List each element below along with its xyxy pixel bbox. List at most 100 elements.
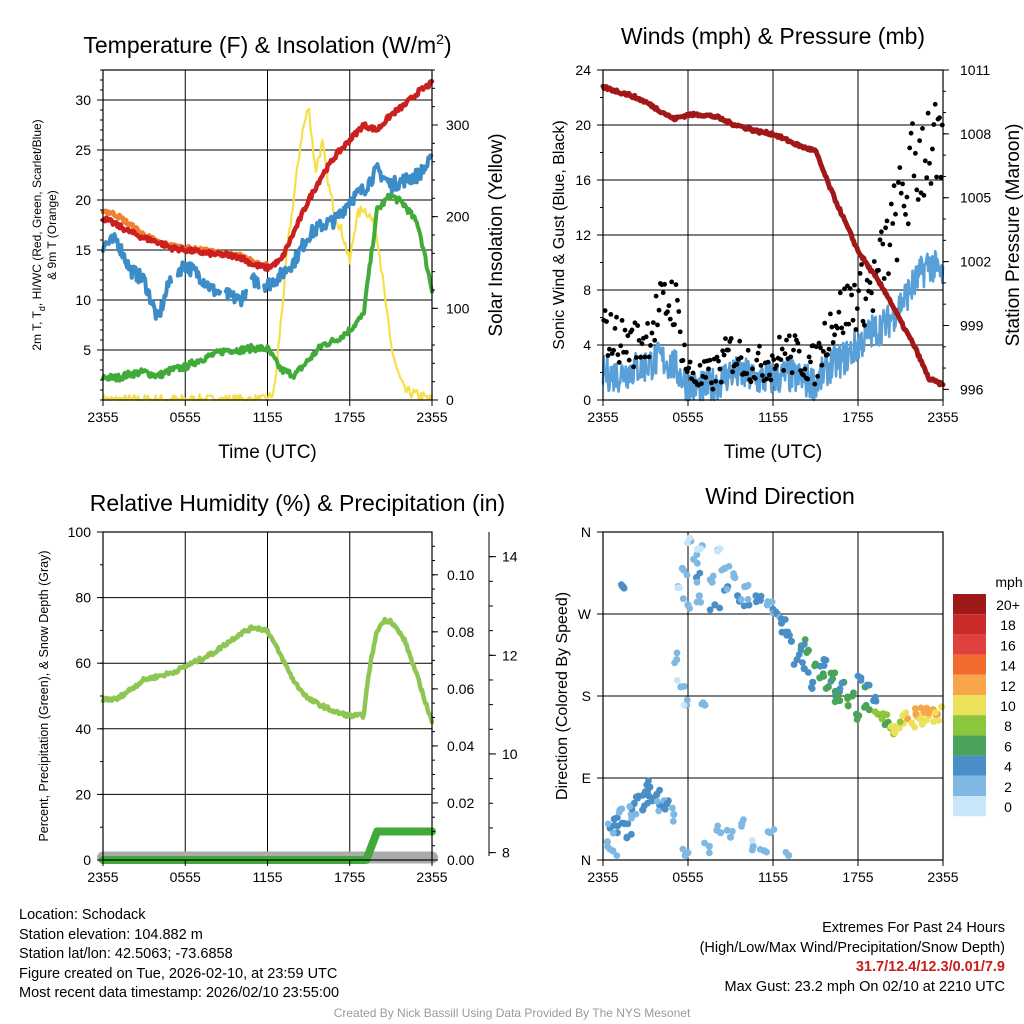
- gust-point: [884, 218, 890, 224]
- legend-label: 0: [1004, 799, 1012, 815]
- gust-point: [706, 366, 711, 372]
- gust-point: [881, 276, 887, 281]
- wind-chart-x-tick-label: 1755: [842, 409, 873, 425]
- direction-point: [714, 547, 721, 555]
- wind-chart-y-tick-label: 8: [583, 282, 591, 298]
- temp-chart-y-tick-label: 20: [75, 192, 91, 208]
- direction-point: [737, 596, 745, 603]
- gust-point: [876, 267, 881, 273]
- wind-chart-y-tick-label: 16: [575, 172, 591, 188]
- temp-chart-x-tick-label: 1155: [252, 409, 282, 425]
- gust-point: [820, 349, 826, 354]
- rh-chart-y2-tick-label: 0.10: [447, 567, 474, 583]
- gust-point: [760, 373, 765, 378]
- ylabel-subscript: d: [37, 306, 47, 311]
- direction-point: [778, 628, 786, 636]
- gust-point: [869, 290, 874, 296]
- gust-point: [839, 325, 845, 331]
- direction-point: [808, 685, 816, 692]
- gust-point: [932, 101, 938, 107]
- gust-point: [893, 211, 898, 217]
- station-info: Location: Schodack Station elevation: 10…: [19, 906, 339, 1004]
- gust-point: [680, 358, 686, 363]
- gust-point: [830, 340, 836, 345]
- gust-point: [931, 122, 937, 127]
- direction-point: [628, 830, 635, 838]
- rh-series: [100, 616, 435, 725]
- gust-point: [890, 221, 896, 226]
- direction-point: [748, 846, 756, 854]
- gust-point: [907, 145, 913, 151]
- gust-point: [917, 138, 922, 144]
- gust-point: [911, 173, 917, 179]
- legend-swatch: [953, 735, 986, 756]
- gust-point: [819, 362, 825, 368]
- direction-point: [655, 807, 663, 815]
- direction-point: [697, 598, 705, 606]
- gust-point: [908, 130, 914, 136]
- dewpoint-series: [101, 191, 434, 383]
- wind-chart-x-tick-label: 2355: [587, 409, 618, 425]
- gust-point: [801, 372, 806, 378]
- direction-point: [918, 721, 926, 728]
- ylabel-part: , HI/WC (Red, Green, Scarlet/Blue): [30, 119, 44, 306]
- direction-point: [725, 563, 733, 570]
- direction-point: [686, 534, 694, 542]
- direction-point: [861, 704, 868, 711]
- gust-point: [934, 174, 939, 180]
- dir-chart-y-tick-label: S: [582, 688, 591, 704]
- rh-chart-y-tick-label: 20: [75, 786, 91, 802]
- gust-point: [910, 121, 915, 126]
- gust-point: [616, 360, 622, 365]
- windchill-series: [223, 287, 248, 308]
- temp-chart-x-tick-label: 1755: [334, 409, 365, 425]
- direction-point: [713, 826, 721, 834]
- gust-point: [808, 359, 813, 365]
- wind-chart-xlabel: Time (UTC): [724, 442, 823, 463]
- credit-text: Created By Nick Bassill Using Data Provi…: [333, 1006, 691, 1020]
- gust-point: [748, 379, 754, 385]
- direction-point: [902, 709, 910, 717]
- elevation-text: Station elevation: 104.882 m: [19, 926, 203, 943]
- direction-point: [673, 676, 681, 684]
- pressure-series: [600, 83, 946, 388]
- gust-point: [635, 323, 641, 328]
- direction-point: [764, 828, 772, 836]
- gust-point: [826, 346, 832, 352]
- gust-point: [937, 115, 942, 121]
- gust-point: [642, 354, 648, 360]
- extremes-subheading: (High/Low/Max Wind/Precipitation/Snow De…: [699, 939, 1005, 956]
- dir-chart-title: Wind Direction: [705, 483, 855, 509]
- gust-point: [781, 368, 786, 373]
- direction-point: [683, 696, 691, 704]
- direction-point: [911, 705, 919, 713]
- gust-point: [667, 316, 673, 322]
- gust-point: [927, 160, 932, 166]
- gust-point: [887, 242, 893, 248]
- direction-point: [891, 727, 898, 735]
- legend-label: 2: [1004, 779, 1012, 795]
- temp-chart-y-tick-label: 15: [75, 242, 91, 258]
- direction-point: [931, 709, 939, 716]
- gust-point: [648, 343, 653, 348]
- temp-chart-y-tick-label: 10: [75, 292, 91, 308]
- direction-point: [781, 616, 789, 623]
- rh-chart-y2-tick-label: 0.04: [447, 738, 474, 754]
- gust-point: [699, 381, 704, 386]
- gust-point: [614, 314, 619, 320]
- gust-point: [710, 386, 716, 392]
- extremes-values: 31.7/12.4/12.3/0.01/7.9: [855, 959, 1005, 976]
- gust-point: [629, 327, 635, 333]
- gust-point: [650, 320, 656, 325]
- gust-point: [717, 366, 723, 372]
- gust-point: [602, 308, 608, 313]
- gust-point: [850, 317, 856, 323]
- direction-point: [911, 723, 918, 731]
- gust-point: [631, 364, 636, 370]
- gust-point: [660, 290, 666, 296]
- gust-point: [903, 212, 908, 217]
- gust-point: [605, 353, 611, 358]
- gust-point: [829, 324, 835, 330]
- gust-point: [870, 308, 876, 314]
- direction-point: [626, 803, 634, 810]
